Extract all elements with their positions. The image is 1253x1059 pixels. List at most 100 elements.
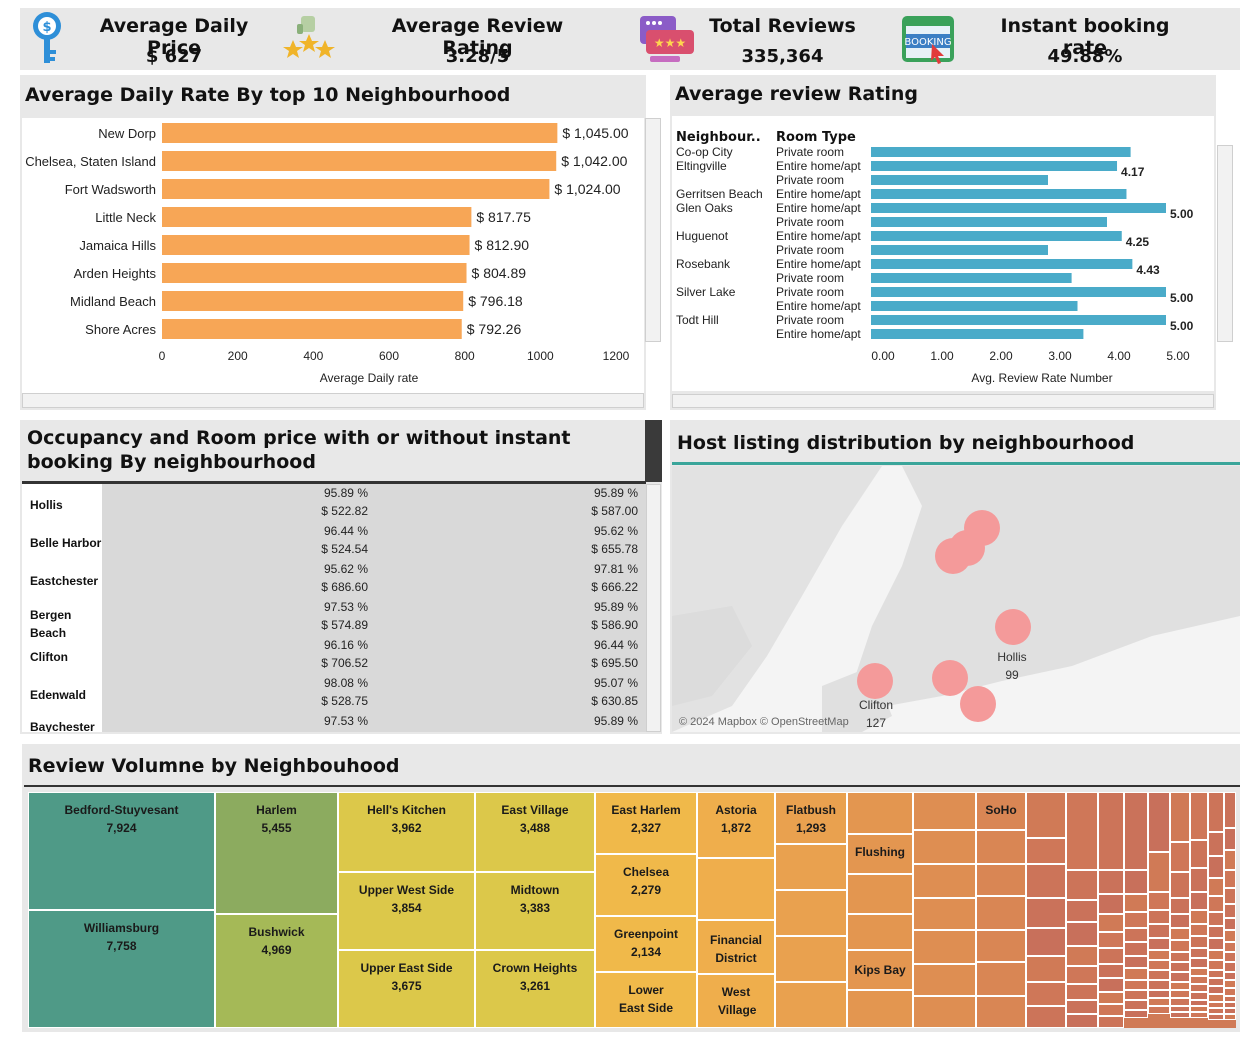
treemap-cell[interactable] bbox=[1190, 992, 1208, 1000]
treemap-cell[interactable] bbox=[1098, 914, 1124, 932]
treemap-cell-financial-district[interactable]: Financial District bbox=[697, 920, 775, 974]
review-horizontal-scrollbar[interactable] bbox=[672, 394, 1214, 408]
treemap-cell[interactable] bbox=[1190, 892, 1208, 910]
treemap-cell[interactable] bbox=[1208, 1014, 1224, 1020]
treemap-cell[interactable] bbox=[1026, 792, 1066, 838]
treemap-cell[interactable] bbox=[775, 844, 847, 890]
treemap-cell[interactable] bbox=[1124, 980, 1148, 990]
treemap-cell[interactable] bbox=[1224, 988, 1236, 996]
treemap-cell[interactable] bbox=[1124, 870, 1148, 894]
treemap-cell[interactable] bbox=[1026, 864, 1066, 898]
treemap-cell-bedford-stuyvesant[interactable]: Bedford-Stuyvesant 7,924 bbox=[28, 792, 215, 910]
treemap-cell[interactable] bbox=[1148, 950, 1170, 960]
treemap-cell[interactable] bbox=[1066, 1000, 1098, 1014]
treemap-cell-west-village[interactable]: West Village bbox=[697, 974, 775, 1028]
treemap-cell[interactable] bbox=[1066, 792, 1098, 870]
treemap-cell[interactable] bbox=[1124, 912, 1148, 928]
treemap-cell[interactable] bbox=[976, 864, 1026, 896]
map-marker[interactable] bbox=[960, 686, 996, 722]
treemap-cell[interactable] bbox=[1190, 1006, 1208, 1012]
treemap-cell[interactable] bbox=[1208, 970, 1224, 978]
treemap-cell[interactable] bbox=[913, 930, 976, 964]
treemap-cell[interactable] bbox=[1098, 1016, 1124, 1028]
treemap-cell[interactable] bbox=[913, 898, 976, 930]
treemap-cell[interactable] bbox=[1170, 928, 1190, 940]
treemap-cell[interactable] bbox=[913, 830, 976, 864]
map-marker[interactable] bbox=[932, 660, 968, 696]
treemap-cell[interactable] bbox=[1208, 832, 1224, 856]
treemap-cell[interactable] bbox=[1208, 1008, 1224, 1014]
treemap-cell[interactable] bbox=[1224, 850, 1236, 870]
treemap-cell[interactable] bbox=[1148, 970, 1170, 980]
treemap-cell[interactable] bbox=[1224, 1008, 1236, 1014]
treemap-cell[interactable] bbox=[1148, 938, 1170, 950]
treemap-cell[interactable] bbox=[1208, 960, 1224, 970]
treemap-cell[interactable] bbox=[775, 982, 847, 1028]
treemap-cell[interactable] bbox=[1148, 998, 1170, 1006]
treemap-cell[interactable] bbox=[1124, 990, 1148, 1000]
treemap-cell[interactable] bbox=[847, 874, 913, 914]
treemap-cell[interactable] bbox=[1208, 912, 1224, 926]
treemap-cell[interactable] bbox=[1208, 896, 1224, 912]
treemap-cell[interactable] bbox=[1026, 956, 1066, 982]
treemap-cell[interactable] bbox=[1190, 910, 1208, 924]
treemap-cell[interactable] bbox=[1190, 792, 1208, 840]
treemap-cell[interactable] bbox=[1208, 938, 1224, 950]
treemap-cell[interactable] bbox=[1098, 894, 1124, 914]
map-marker[interactable] bbox=[857, 663, 893, 699]
treemap-cell[interactable] bbox=[1170, 914, 1190, 928]
treemap-cell[interactable] bbox=[1098, 948, 1124, 964]
treemap-cell-midtown[interactable]: Midtown 3,383 bbox=[475, 872, 595, 950]
treemap-cell[interactable] bbox=[1098, 1004, 1124, 1016]
treemap-cell[interactable] bbox=[913, 996, 976, 1028]
treemap-cell[interactable] bbox=[1098, 932, 1124, 948]
treemap-cell[interactable] bbox=[1208, 856, 1224, 878]
treemap-cell[interactable] bbox=[1170, 998, 1190, 1006]
treemap-cell[interactable] bbox=[976, 996, 1026, 1028]
treemap-cell[interactable] bbox=[1170, 842, 1190, 872]
treemap-cell[interactable] bbox=[1170, 962, 1190, 972]
treemap-cell[interactable] bbox=[1224, 996, 1236, 1002]
map-view[interactable] bbox=[672, 466, 1240, 732]
treemap-cell[interactable] bbox=[1224, 828, 1236, 850]
treemap-cell[interactable] bbox=[913, 964, 976, 996]
treemap-cell[interactable] bbox=[1148, 960, 1170, 970]
treemap-cell[interactable] bbox=[1066, 1014, 1098, 1028]
treemap-cell-kips-bay[interactable]: Kips Bay bbox=[847, 950, 913, 990]
treemap-cell[interactable] bbox=[1098, 992, 1124, 1004]
treemap-cell-astoria[interactable]: Astoria 1,872 bbox=[697, 792, 775, 858]
review-vertical-scrollbar[interactable] bbox=[1217, 145, 1233, 342]
treemap-cell[interactable] bbox=[976, 830, 1026, 864]
treemap-cell-upper-east-side[interactable]: Upper East Side 3,675 bbox=[338, 950, 475, 1028]
treemap-cell[interactable] bbox=[1224, 962, 1236, 972]
treemap-cell[interactable] bbox=[976, 930, 1026, 962]
treemap-cell[interactable] bbox=[1066, 946, 1098, 966]
adr-horizontal-scrollbar[interactable] bbox=[22, 393, 644, 408]
treemap-cell-chelsea[interactable]: Chelsea 2,279 bbox=[595, 854, 697, 916]
treemap-cell[interactable] bbox=[1170, 972, 1190, 982]
treemap-cell[interactable] bbox=[976, 962, 1026, 996]
treemap-cell[interactable] bbox=[1098, 978, 1124, 992]
treemap-cell[interactable] bbox=[1208, 792, 1224, 832]
treemap-cell[interactable] bbox=[1148, 852, 1170, 892]
treemap-cell[interactable] bbox=[775, 936, 847, 982]
treemap-cell[interactable] bbox=[1224, 952, 1236, 962]
treemap-cell[interactable] bbox=[1026, 838, 1066, 864]
treemap-cell[interactable] bbox=[1190, 976, 1208, 984]
map-marker[interactable] bbox=[995, 609, 1031, 645]
treemap-cell[interactable] bbox=[1066, 900, 1098, 922]
treemap-cell[interactable] bbox=[1208, 986, 1224, 994]
treemap-cell[interactable] bbox=[1124, 894, 1148, 912]
treemap-cell[interactable] bbox=[1124, 942, 1148, 956]
treemap-cell[interactable] bbox=[1190, 936, 1208, 948]
treemap-cell[interactable] bbox=[1148, 924, 1170, 938]
map-marker[interactable] bbox=[935, 538, 971, 574]
treemap-cell[interactable] bbox=[1124, 1000, 1148, 1010]
treemap-cell[interactable] bbox=[1224, 930, 1236, 942]
treemap-cell-lower-east-side[interactable]: Lower East Side bbox=[595, 972, 697, 1028]
treemap-cell[interactable] bbox=[1098, 792, 1124, 870]
treemap-cell-east-harlem[interactable]: East Harlem 2,327 bbox=[595, 792, 697, 854]
treemap-cell[interactable] bbox=[1148, 980, 1170, 990]
treemap-cell[interactable] bbox=[1066, 870, 1098, 900]
treemap-cell[interactable] bbox=[1066, 922, 1098, 946]
